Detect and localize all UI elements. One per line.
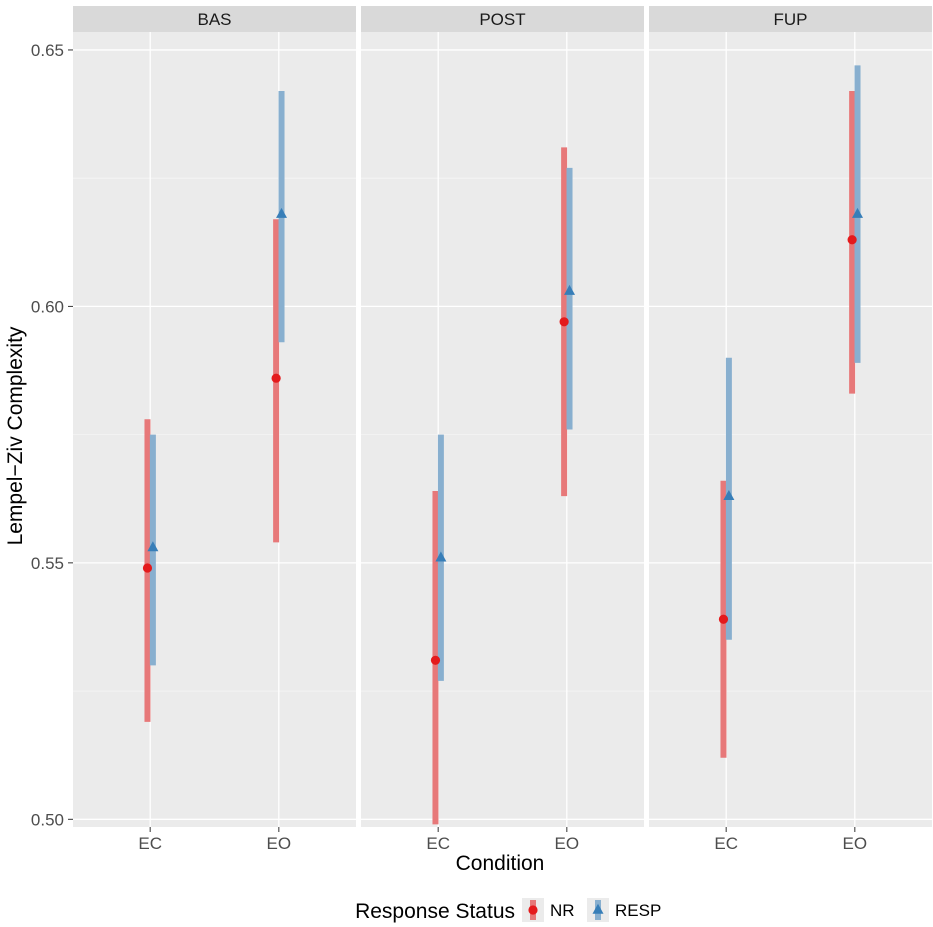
legend: Response Status NR RESP bbox=[355, 898, 661, 923]
x-tick-label: EO bbox=[843, 834, 868, 853]
point-nr bbox=[559, 317, 569, 327]
y-axis: 0.50 0.55 0.60 0.65 bbox=[31, 41, 73, 829]
facet-strip-label: BAS bbox=[197, 10, 231, 29]
point-resp bbox=[723, 489, 735, 500]
y-tick-label: 0.55 bbox=[31, 554, 64, 573]
x-tick-label: EC bbox=[426, 834, 450, 853]
legend-key-point bbox=[528, 905, 538, 915]
x-tick-label: EO bbox=[267, 834, 292, 853]
x-tick-label: EO bbox=[555, 834, 580, 853]
point-nr bbox=[142, 563, 153, 573]
point-resp bbox=[276, 207, 288, 218]
legend-label: RESP bbox=[615, 901, 661, 920]
facet-strip bbox=[73, 6, 356, 32]
facet-strip-label: POST bbox=[479, 10, 525, 29]
facet-strip bbox=[649, 6, 932, 32]
legend-key-point bbox=[592, 903, 604, 914]
facet-panel-bas: BAS EC EO bbox=[73, 6, 356, 853]
point-nr bbox=[847, 235, 857, 245]
facet-strip-label: FUP bbox=[774, 10, 808, 29]
panel-background bbox=[73, 32, 356, 827]
panel-background bbox=[361, 32, 644, 827]
y-axis-title: Lempel−Ziv Complexity bbox=[4, 326, 27, 545]
facet-panel-post: POST EC EO bbox=[361, 6, 644, 853]
facet-panel-fup: FUP EC EO bbox=[649, 6, 932, 853]
facet-panels: BAS EC EO POST EC EO FUP EC EO bbox=[73, 6, 932, 853]
y-tick-label: 0.60 bbox=[31, 297, 64, 316]
y-tick-label: 0.50 bbox=[31, 810, 64, 829]
point-resp bbox=[147, 541, 159, 552]
x-axis-title: Condition bbox=[456, 852, 545, 875]
facet-strip bbox=[361, 6, 644, 32]
x-tick-label: EC bbox=[714, 834, 738, 853]
point-resp bbox=[852, 207, 864, 218]
point-nr bbox=[271, 373, 281, 383]
point-nr bbox=[430, 655, 441, 665]
point-nr bbox=[718, 614, 729, 624]
legend-label: NR bbox=[550, 901, 575, 920]
panel-background bbox=[649, 32, 932, 827]
point-resp bbox=[435, 551, 447, 562]
x-tick-label: EC bbox=[138, 834, 162, 853]
point-resp bbox=[564, 284, 576, 295]
legend-key-nr: NR bbox=[522, 898, 575, 922]
legend-key-resp: RESP bbox=[587, 898, 661, 922]
legend-title: Response Status bbox=[355, 900, 515, 923]
y-tick-label: 0.65 bbox=[31, 41, 64, 60]
